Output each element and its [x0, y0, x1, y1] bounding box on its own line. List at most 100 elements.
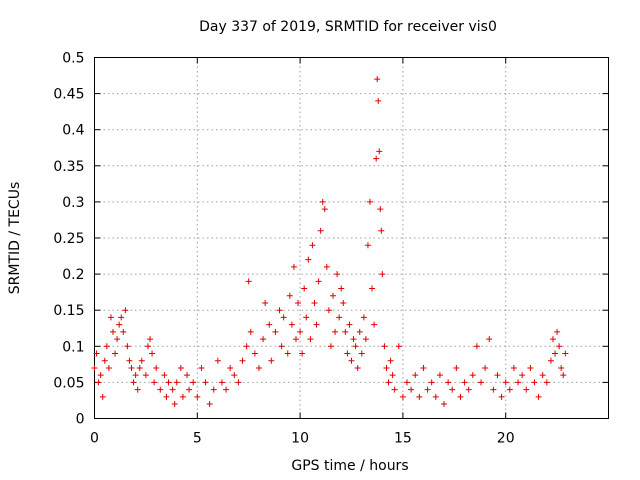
data-point: [560, 372, 567, 379]
data-point: [523, 386, 530, 393]
data-point: [461, 379, 468, 386]
data-point: [231, 372, 238, 379]
x-tick-label: 20: [497, 431, 515, 447]
data-point: [547, 357, 554, 364]
y-tick-label: 0.45: [53, 87, 84, 103]
data-point: [358, 350, 365, 357]
data-point: [227, 364, 234, 371]
y-tick-label: 0.25: [53, 231, 84, 247]
data-point: [473, 343, 480, 350]
data-point: [515, 379, 522, 386]
chart-title: Day 337 of 2019, SRMTID for receiver vis…: [199, 19, 497, 35]
data-point: [325, 307, 332, 314]
data-point: [147, 336, 154, 343]
data-point: [338, 285, 345, 292]
data-point: [173, 379, 180, 386]
data-point: [373, 155, 380, 162]
x-tick-label: 15: [394, 431, 412, 447]
data-point: [319, 198, 326, 205]
data-point: [465, 386, 472, 393]
data-point: [309, 242, 316, 249]
data-point: [352, 343, 359, 350]
data-point: [424, 386, 431, 393]
data-point: [356, 328, 363, 335]
data-point: [334, 271, 341, 278]
data-point: [490, 386, 497, 393]
data-point: [313, 321, 320, 328]
data-point: [535, 393, 542, 400]
data-point: [278, 343, 285, 350]
data-point: [218, 379, 225, 386]
data-point: [255, 364, 262, 371]
data-point: [558, 364, 565, 371]
data-point: [399, 393, 406, 400]
data-point: [95, 379, 102, 386]
data-point: [344, 350, 351, 357]
data-point: [266, 321, 273, 328]
data-point: [371, 321, 378, 328]
data-point: [118, 314, 125, 321]
data-point: [157, 386, 164, 393]
data-point: [432, 393, 439, 400]
data-point: [362, 336, 369, 343]
data-point: [206, 401, 213, 408]
data-point: [549, 336, 556, 343]
data-point: [562, 350, 569, 357]
y-tick-label: 0.1: [62, 339, 84, 355]
data-point: [377, 206, 384, 213]
data-point: [395, 343, 402, 350]
y-tick-labels: 0 0.05 0.1 0.15 0.2 0.25 0.3 0.35 0.4 0.45 0.5: [53, 51, 84, 428]
data-point: [268, 357, 275, 364]
data-point: [153, 364, 160, 371]
x-tick-label: 10: [291, 431, 309, 447]
data-point: [375, 97, 382, 104]
data-point: [288, 321, 295, 328]
y-tick-label: 0: [76, 412, 85, 428]
data-point: [436, 372, 443, 379]
x-tick-labels: 0 5 10 15 20: [90, 431, 515, 447]
data-point: [519, 372, 526, 379]
data-point: [295, 299, 302, 306]
data-point: [323, 263, 330, 270]
data-point: [214, 357, 221, 364]
data-point: [124, 343, 131, 350]
data-point: [91, 364, 98, 371]
data-point: [245, 278, 252, 285]
data-point: [305, 256, 312, 263]
data-point: [364, 242, 371, 249]
data-point: [552, 350, 559, 357]
data-point: [385, 379, 392, 386]
data-point: [99, 393, 106, 400]
data-point: [329, 292, 336, 299]
data-point: [445, 379, 452, 386]
data-point: [428, 379, 435, 386]
data-point: [498, 393, 505, 400]
data-point: [469, 372, 476, 379]
data-point: [184, 372, 191, 379]
data-point: [194, 393, 201, 400]
data-point: [169, 386, 176, 393]
data-point: [510, 364, 517, 371]
data-point: [404, 379, 411, 386]
data-point: [165, 379, 172, 386]
data-point: [262, 299, 269, 306]
y-tick-label: 0.4: [62, 123, 84, 139]
data-point: [531, 379, 538, 386]
data-point: [151, 379, 158, 386]
data-point: [126, 357, 133, 364]
data-point: [138, 357, 145, 364]
y-tick-label: 0.3: [62, 195, 84, 211]
data-point: [556, 343, 563, 350]
data-point: [381, 343, 388, 350]
data-point: [317, 227, 324, 234]
data-point: [348, 357, 355, 364]
data-point: [327, 343, 334, 350]
data-point: [408, 386, 415, 393]
data-point: [420, 364, 427, 371]
data-point: [116, 321, 123, 328]
data-point: [112, 350, 119, 357]
data-point: [149, 350, 156, 357]
y-tick-label: 0.2: [62, 267, 84, 283]
data-point: [321, 206, 328, 213]
data-point: [128, 364, 135, 371]
